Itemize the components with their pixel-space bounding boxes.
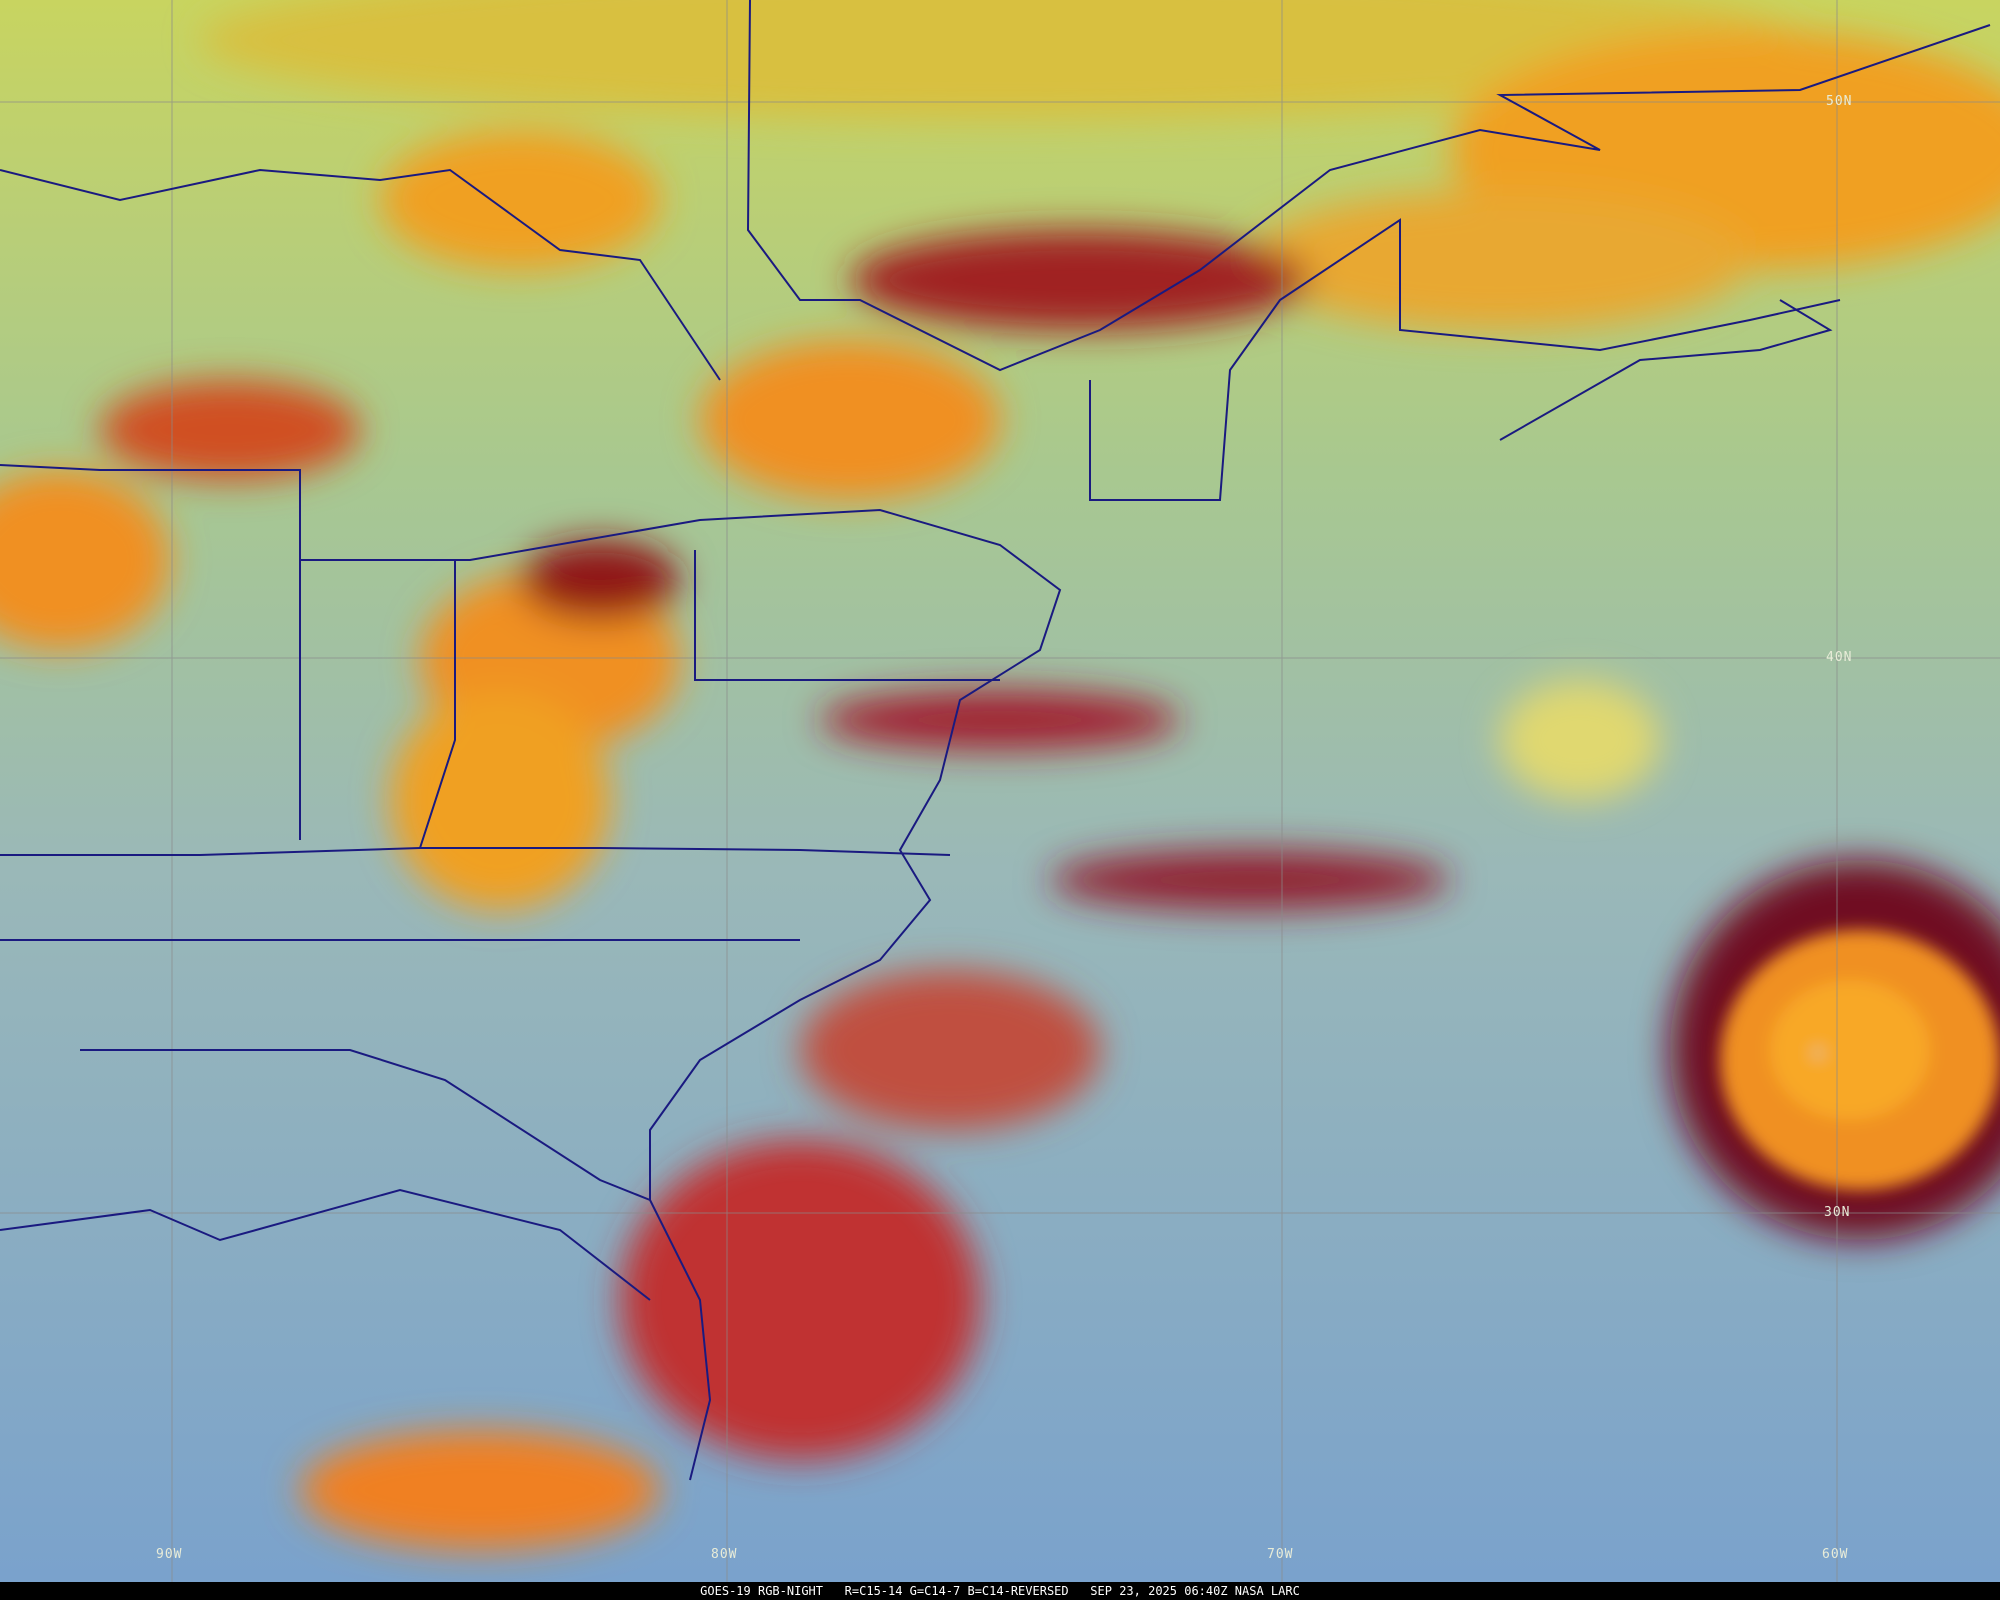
storm-core: [1720, 930, 2000, 1190]
cloud-layer: [0, 0, 2000, 1550]
lon-label-60w: 60W: [1822, 1547, 1849, 1562]
image-caption: GOES-19 RGB-NIGHT R=C15-14 G=C14-7 B=C14…: [0, 1582, 2000, 1600]
lon-label-90w: 90W: [156, 1547, 183, 1562]
lat-label-50n: 50N: [1826, 94, 1853, 109]
lon-label-70w: 70W: [1267, 1547, 1294, 1562]
lat-label-30n: 30N: [1824, 1205, 1851, 1220]
lon-label-80w: 80W: [711, 1547, 738, 1562]
lat-label-40n: 40N: [1826, 650, 1853, 665]
political-borders: [0, 0, 1991, 1481]
